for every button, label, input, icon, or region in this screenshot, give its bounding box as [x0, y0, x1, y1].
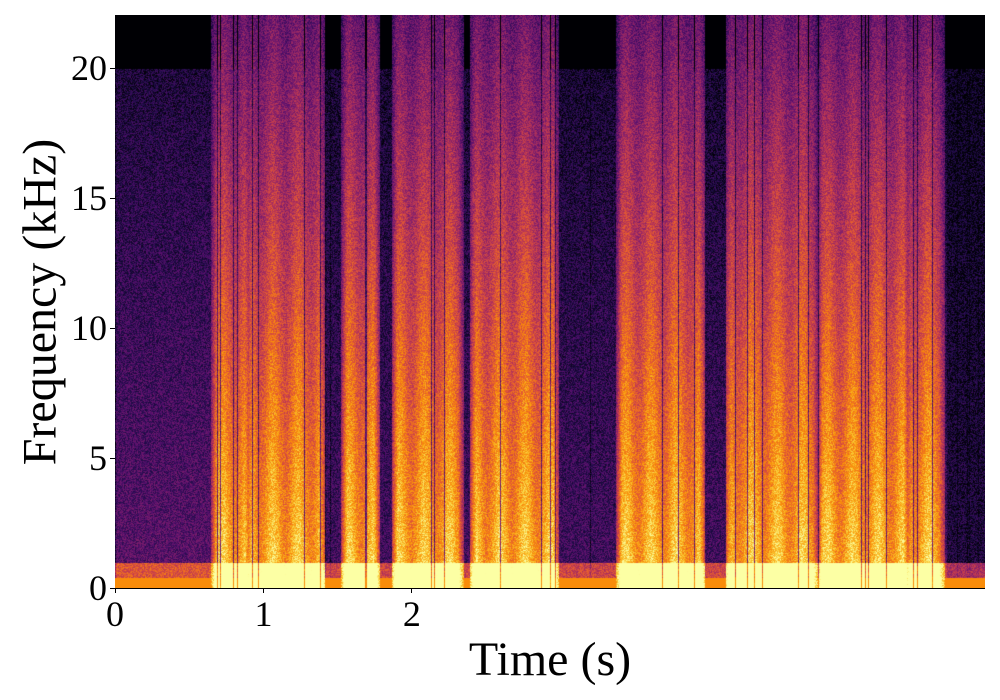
x-tick-label: 0: [106, 594, 124, 634]
x-axis-line: [115, 588, 985, 589]
y-tick: [110, 457, 115, 459]
x-tick-label: 2: [402, 594, 421, 634]
y-tick: [110, 587, 115, 589]
x-tick: [411, 588, 413, 593]
y-tick-label: 0: [89, 568, 107, 608]
x-tick: [262, 588, 264, 593]
y-tick: [110, 197, 115, 199]
x-axis-label: Time (s): [468, 633, 632, 686]
y-tick-label: 15: [71, 178, 107, 219]
y-tick-label: 5: [89, 438, 107, 479]
spectrogram-plot-area: [115, 15, 985, 588]
y-tick-label: 10: [71, 308, 107, 349]
spectrogram-heatmap: [115, 15, 985, 588]
y-tick: [110, 327, 115, 329]
y-axis-label: Frequency (kHz): [13, 138, 67, 466]
x-tick-label: 1: [254, 594, 273, 634]
y-tick-label: 20: [71, 48, 107, 89]
y-tick: [110, 67, 115, 69]
x-tick: [114, 588, 116, 593]
